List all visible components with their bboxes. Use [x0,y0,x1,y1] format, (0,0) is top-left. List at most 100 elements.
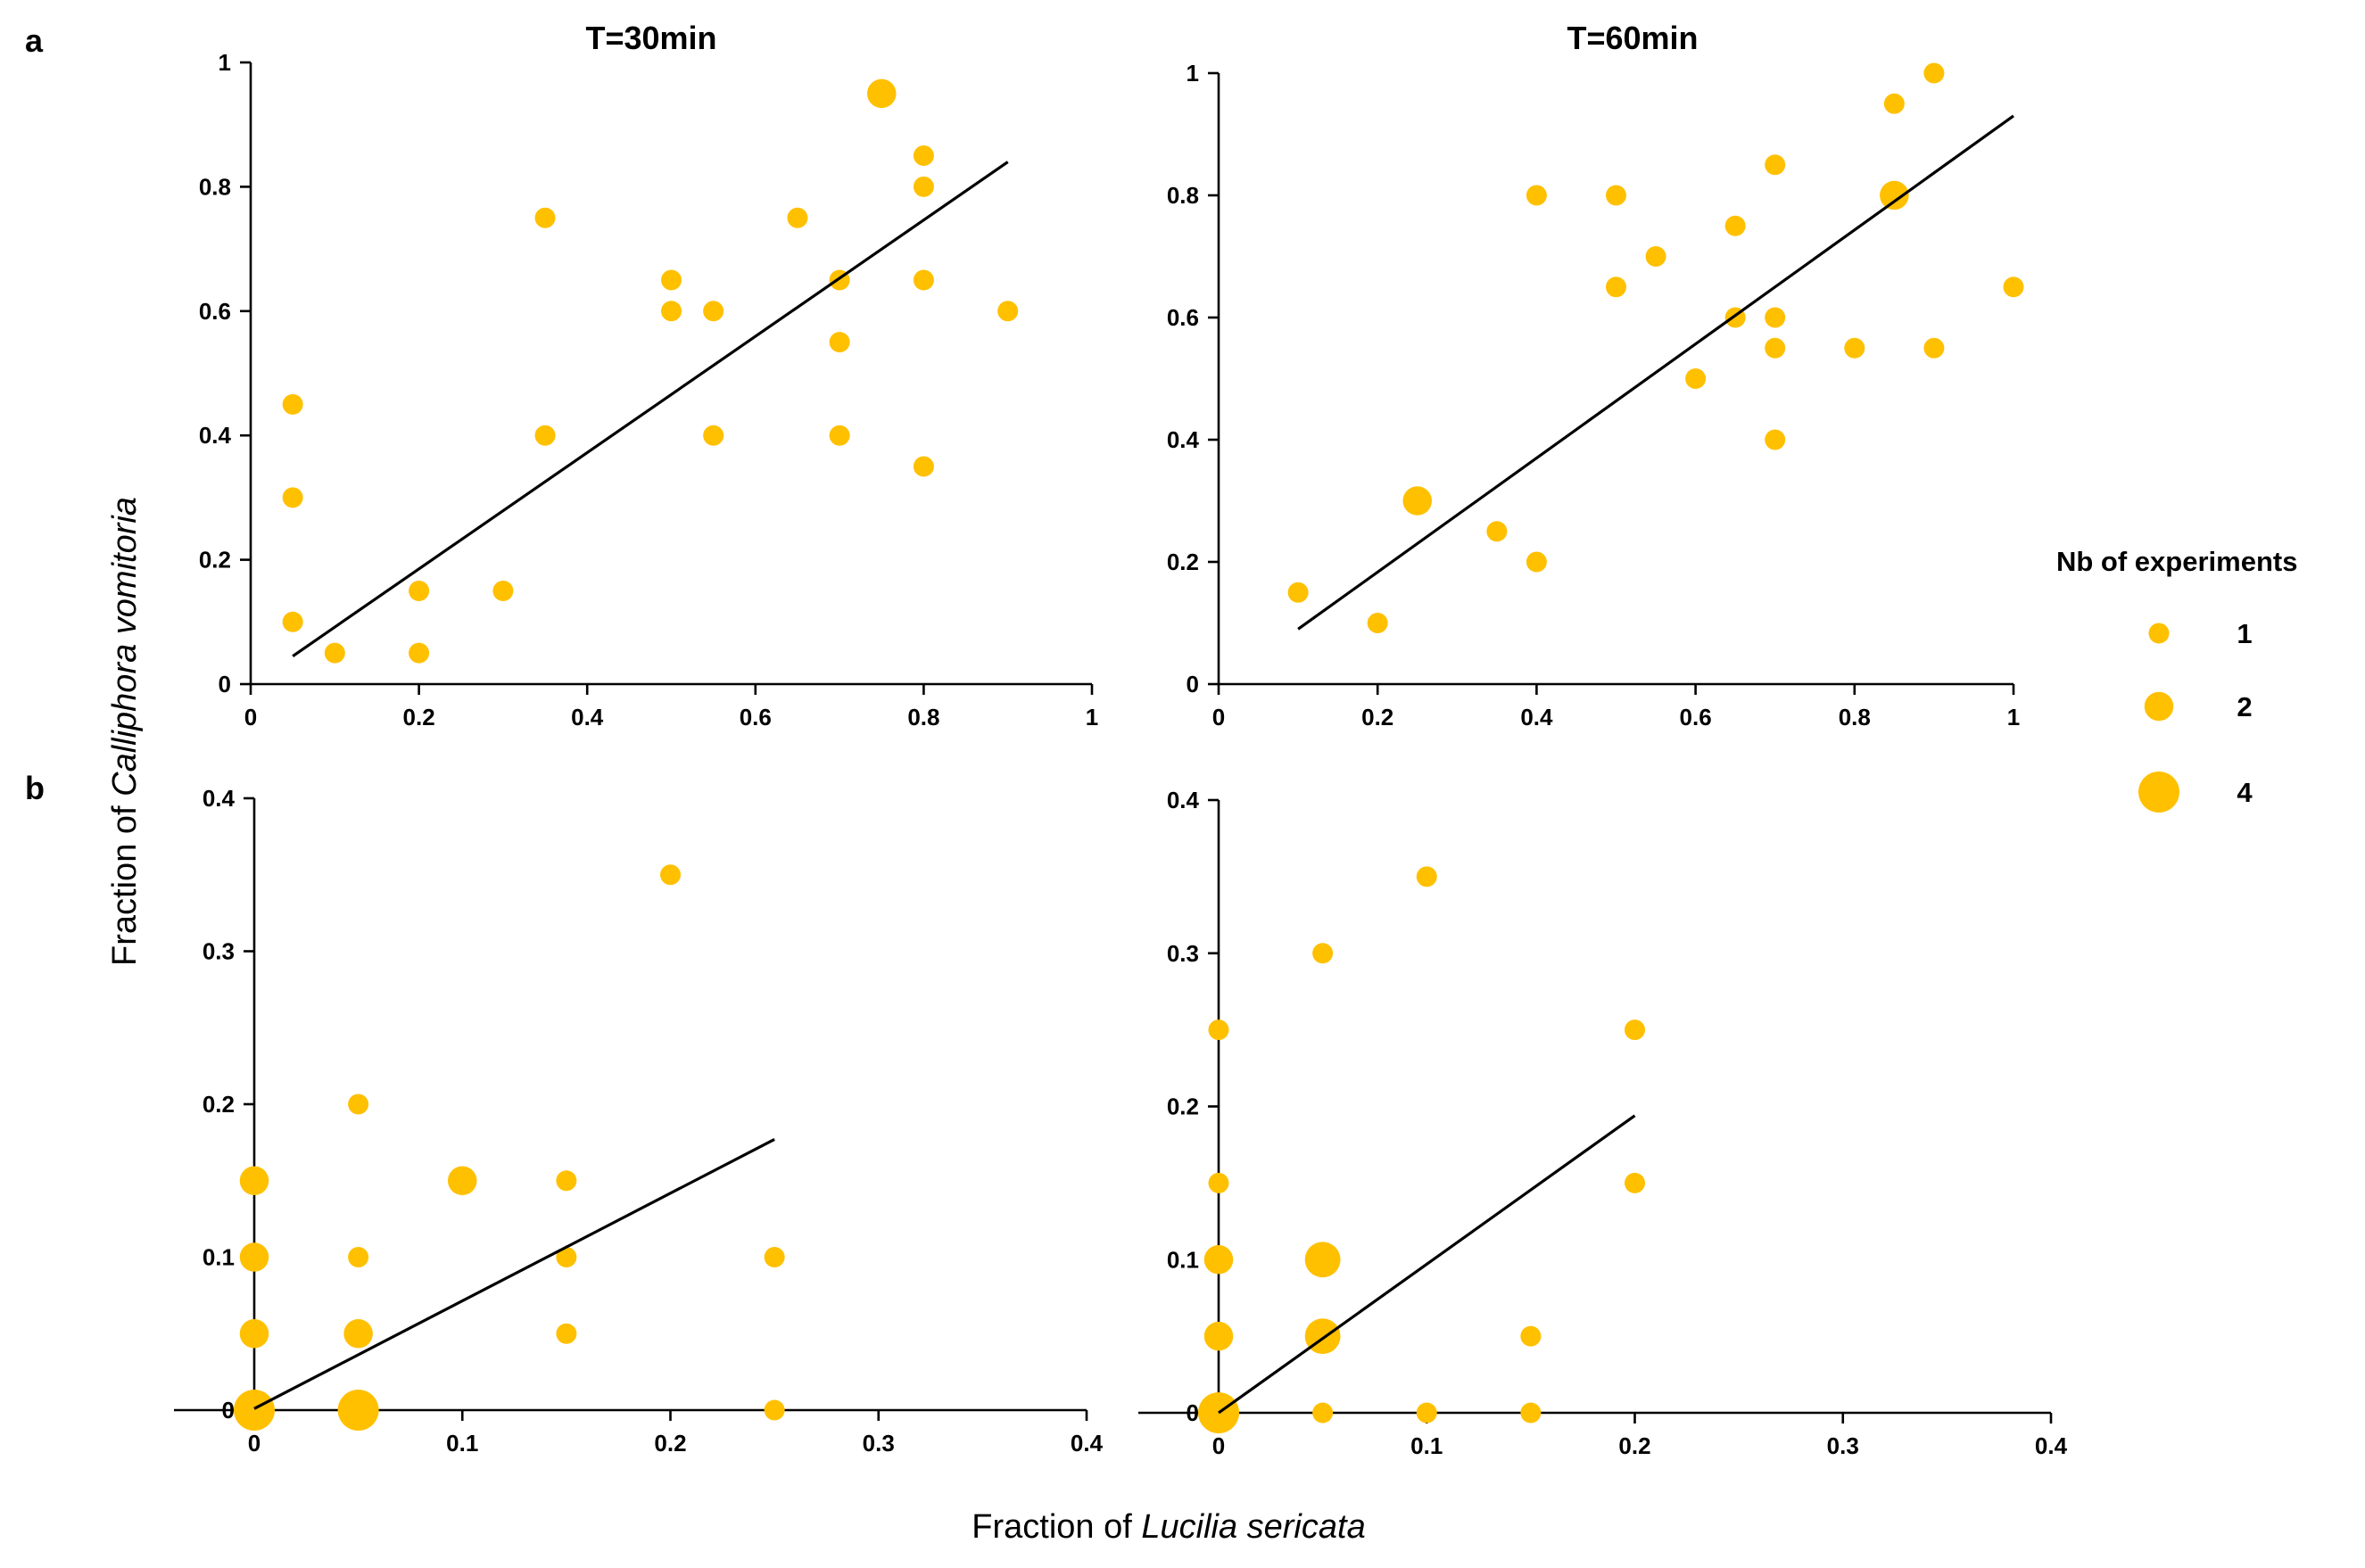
x-axis-label-species: Lucilia sericata [1141,1508,1365,1546]
x-tick-label: 0 [1212,704,1225,730]
plot-b-60min: 0 0.1 0.2 0.3 0.4 0 0.1 0.2 0.3 0.4 [1138,787,2068,1459]
x-tick-label: 0.4 [2035,1432,2068,1459]
data-point [1416,866,1437,887]
data-point [348,1247,369,1267]
data-point [829,332,850,353]
x-tick-label: 0.3 [863,1430,895,1457]
x-tick-label: 0 [248,1430,260,1457]
y-axis-label-species: Calliphora vomitoria [106,497,144,796]
panel-label-a: a [25,22,44,59]
data-point [1765,154,1786,176]
data-point [1304,1242,1341,1278]
data-point [492,580,514,601]
data-point [556,1323,577,1344]
data-point [556,1170,577,1192]
y-tick-label: 0.2 [1167,549,1199,575]
x-tick-label: 0.2 [1618,1432,1650,1459]
data-point [764,1399,785,1421]
data-point [1312,943,1334,964]
y-tick-label: 0.4 [199,422,232,449]
data-point [239,1242,269,1272]
data-point [1287,582,1309,603]
y-tick-label: 0.8 [199,173,231,200]
data-point [764,1247,785,1267]
y-tick-label: 0.3 [203,938,235,965]
data-point [1208,1172,1229,1193]
data-point [1367,613,1388,633]
data-point [913,269,934,291]
x-tick-label: 0 [1212,1432,1225,1459]
y-axis-label: Fraction of Calliphora vomitoria [106,497,144,966]
data-point [239,1318,269,1349]
trend-line [1218,1114,1636,1415]
data-point [661,269,682,291]
y-tick-label: 0 [219,671,231,697]
panel-label-b: b [25,770,45,806]
y-tick-label: 0.4 [1167,787,1200,813]
y-tick-label: 0.2 [1167,1093,1199,1120]
data-point [2003,276,2024,298]
data-point [337,1390,379,1431]
data-point [913,176,934,197]
data-point [1724,215,1746,236]
data-point [1625,1172,1645,1193]
data-point [1923,337,1945,359]
data-point [1844,337,1865,359]
plot-a-30min: 0 0.2 0.4 0.6 0.8 1 0 0.2 0.4 0.6 0.8 1 [199,49,1098,730]
chart-title-1: T=60min [1567,20,1698,56]
data-point [913,456,934,477]
data-point [282,487,303,508]
x-tick-label: 0.4 [1520,704,1553,730]
data-point [1625,1019,1645,1041]
y-tick-label: 0.4 [1167,426,1200,453]
data-point [534,425,556,446]
data-point [1203,1244,1234,1275]
trend-line [292,161,1009,657]
x-tick-label: 0.4 [571,704,604,730]
y-axis-label-prefix: Fraction of [106,796,144,966]
x-axis-label-prefix: Fraction of [972,1508,1141,1546]
y-tick-label: 1 [219,49,231,76]
trend-line [253,1138,775,1410]
y-tick-label: 0.2 [199,547,231,574]
legend: Nb of experiments 1 2 4 [2056,546,2297,813]
x-tick-label: 0.3 [1827,1432,1859,1459]
x-tick-label: 0.6 [1680,704,1712,730]
y-tick-label: 0.2 [203,1091,235,1118]
data-point [1486,521,1508,542]
x-tick-label: 0.2 [1361,704,1393,730]
data-point [348,1093,369,1115]
legend-marker-1 [2148,623,2170,644]
y-tick-label: 0.6 [1167,304,1199,331]
data-point [534,207,556,228]
trend-line [1297,114,2014,631]
x-tick-label: 1 [1086,704,1098,730]
data-point [1526,551,1547,573]
data-point [661,301,682,322]
x-tick-label: 0.2 [654,1430,686,1457]
y-tick-label: 0.6 [199,298,231,325]
legend-marker-2 [2144,691,2174,722]
data-point [1416,1402,1437,1424]
data-point [1203,1321,1234,1351]
data-point [1312,1402,1334,1424]
data-point [1606,276,1626,298]
y-tick-label: 0.4 [203,785,236,812]
y-tick-label: 0 [1187,671,1199,697]
x-tick-label: 0.2 [403,704,435,730]
y-tick-label: 1 [1187,60,1199,87]
data-point [1645,246,1666,267]
data-point [282,611,303,632]
x-tick-label: 0 [244,704,257,730]
legend-marker-4 [2138,772,2179,813]
y-tick-label: 0.3 [1167,940,1199,967]
data-point [239,1166,269,1196]
data-point [556,1247,577,1267]
data-point [997,301,1019,322]
data-point [1208,1019,1229,1041]
data-point [324,642,345,664]
data-point [660,864,681,886]
data-point [1520,1325,1542,1347]
data-point [1765,307,1786,328]
